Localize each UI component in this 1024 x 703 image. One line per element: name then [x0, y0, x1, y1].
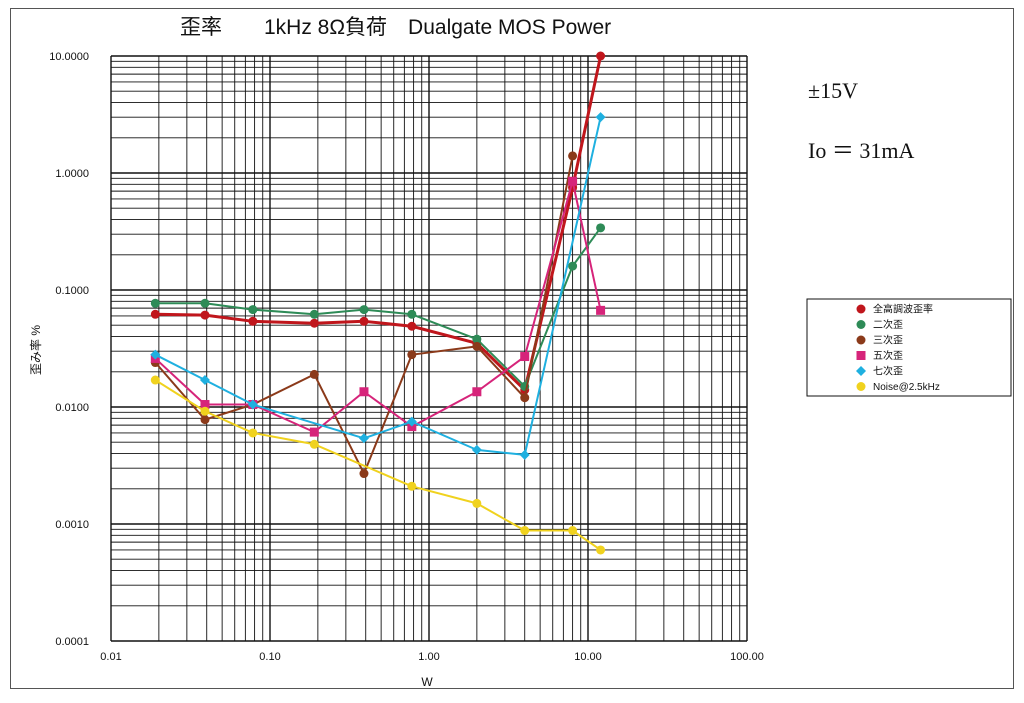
data-point: [150, 298, 160, 308]
x-tick-label: 100.00: [730, 651, 764, 663]
data-point: [150, 375, 160, 385]
x-axis-label: W: [421, 675, 433, 689]
data-point: [309, 427, 319, 437]
data-point: [150, 349, 161, 360]
series-1: [150, 223, 606, 391]
data-point: [150, 309, 160, 319]
legend-label: 三次歪: [873, 334, 903, 347]
data-point: [200, 415, 210, 425]
y-tick-label: 10.0000: [49, 51, 89, 63]
legend-marker: [856, 320, 866, 329]
data-point: [407, 350, 417, 360]
data-point: [471, 444, 482, 455]
legend-marker: [856, 335, 866, 345]
series-line: [154, 155, 574, 475]
data-point: [309, 439, 319, 449]
x-tick-label: 1.00: [418, 651, 439, 663]
data-point: [248, 305, 258, 315]
annotation-current: Io ＝ 31mA: [808, 138, 914, 163]
legend-label: Noise@2.5kHz: [873, 382, 940, 393]
data-point: [359, 469, 369, 479]
legend-marker: [856, 351, 866, 360]
data-point: [595, 112, 606, 123]
data-point: [200, 400, 210, 410]
data-point: [359, 316, 369, 326]
data-point: [472, 334, 482, 344]
data-point: [568, 261, 578, 271]
series-lines: [150, 51, 606, 555]
data-point: [247, 399, 258, 410]
y-tick-label: 0.1000: [55, 285, 89, 297]
data-point: [407, 481, 417, 491]
data-point: [407, 321, 417, 331]
data-point: [472, 498, 482, 508]
legend-box: [806, 298, 1012, 397]
data-point: [248, 316, 258, 326]
legend-label: 七次歪: [873, 365, 903, 378]
legend-marker: [856, 304, 866, 314]
series-0: [150, 51, 606, 395]
series-line: [154, 116, 602, 456]
data-point: [568, 176, 578, 186]
data-point: [472, 341, 482, 351]
data-point: [596, 305, 606, 315]
legend-label: 二次歪: [873, 318, 903, 331]
data-point: [406, 416, 417, 427]
data-point: [200, 298, 210, 308]
y-tick-label: 0.0100: [55, 402, 89, 414]
data-point: [520, 393, 530, 403]
x-tick-label: 0.01: [100, 651, 121, 663]
y-tick-label: 0.0001: [55, 636, 89, 648]
data-point: [359, 305, 369, 315]
y-tick-label: 0.0010: [55, 519, 89, 531]
chart-frame: [10, 8, 1014, 689]
grid: [110, 55, 748, 642]
data-point: [309, 369, 319, 379]
data-point: [248, 428, 258, 438]
series-line: [154, 180, 602, 434]
legend-marker: [856, 366, 866, 376]
tick-labels: 0.01 0.10 1.00 10.00 100.00 10.0000 1.0000 0.10…: [49, 51, 764, 663]
legend-marker: [856, 382, 866, 391]
data-point: [568, 525, 578, 535]
data-point: [596, 223, 606, 233]
data-point: [309, 318, 319, 328]
data-point: [520, 352, 530, 362]
y-tick-label: 1.0000: [55, 168, 89, 180]
series-line: [155, 227, 602, 388]
data-point: [520, 525, 530, 535]
data-point: [358, 433, 369, 444]
data-point: [519, 449, 530, 460]
x-tick-label: 10.00: [574, 651, 602, 663]
y-axis-label: 歪み率 %: [28, 325, 43, 375]
data-point: [596, 545, 606, 555]
series-4: [150, 112, 606, 460]
data-point: [407, 309, 417, 319]
legend-label: 全高調波歪率: [873, 303, 933, 316]
x-tick-label: 0.10: [259, 651, 280, 663]
data-point: [359, 387, 369, 397]
data-point: [472, 387, 482, 397]
series-line: [155, 55, 603, 392]
series-5: [150, 375, 606, 555]
series-2: [150, 151, 578, 479]
data-point: [596, 51, 606, 61]
data-point: [200, 310, 210, 320]
chart-title: 歪率 1kHz 8Ω負荷 Dualgate MOS Power: [180, 16, 611, 39]
data-point: [309, 309, 319, 319]
annotation-voltage: ±15V: [808, 78, 858, 103]
data-point: [200, 406, 210, 416]
legend-label: 五次歪: [873, 349, 903, 362]
data-point: [199, 375, 210, 386]
data-point: [568, 151, 578, 161]
